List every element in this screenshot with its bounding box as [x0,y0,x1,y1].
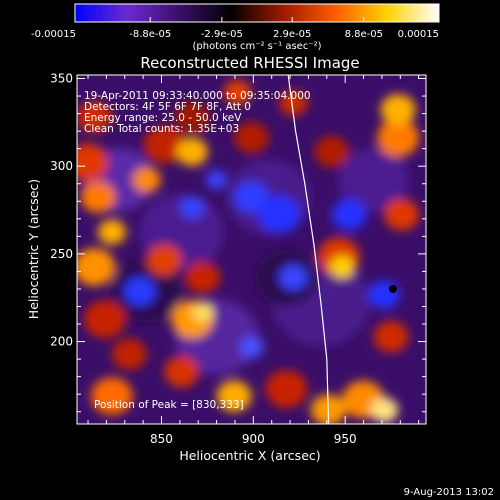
annotation-time-range: 19-Apr-2011 09:33:40.000 to 09:35:04.000 [84,90,311,102]
heatmap-blob [223,79,252,106]
annotations: 19-Apr-2011 09:33:40.000 to 09:35:04.000… [84,90,311,411]
heatmap-blob [368,280,400,310]
annotation-energy: Energy range: 25.0 - 50.0 keV [84,112,242,124]
heatmap-blobs [77,79,420,424]
y-tick-label: 350 [50,72,73,86]
heatmap-blob [77,248,116,286]
peak-dot [388,284,397,293]
x-axis-label: Heliocentric X (arcsec) [179,448,320,463]
heatmap-blob [279,90,308,116]
heatmap-blob [124,277,156,306]
heatmap-blob [330,255,355,278]
heatmap-blob [132,167,161,193]
solar-limb-curve [287,75,330,424]
heatmap-blob [234,122,269,154]
colorbar-tick-label: 2.9e-05 [273,29,311,40]
annotation-detectors: Detectors: 4F 5F 6F 7F 8F, Att 0 [84,101,251,113]
heatmap-blob [331,198,367,231]
y-tick-label: 250 [50,247,73,261]
peak-marker [388,284,397,293]
heatmap-blob [176,137,208,166]
plot-frame [76,74,427,425]
x-tick-label: 950 [334,432,357,446]
heatmap-blob [143,125,186,164]
heatmap-blob [206,170,228,190]
colorbar-ticks: -0.00015 -8.8e-05 -2.9e-05 2.9e-05 8.8e-05 0.… [31,17,440,40]
heatmap-blob [90,377,133,415]
heatmap-blob [185,261,221,294]
x-tick-label: 900 [242,432,265,446]
heatmap-blob [192,302,214,322]
y-tick-label: 300 [50,159,73,173]
heatmap-blob [111,338,147,370]
colorbar-tick-label: -2.9e-05 [201,29,243,40]
axis-ticks: 850 900 950 200 250 300 350 [50,72,426,446]
heatmap-blob [384,198,420,231]
chart-title: Reconstructed RHESSI Image [140,54,359,72]
heatmap-blob [234,181,269,213]
heatmap-blob [279,264,308,290]
colorbar-tick-label: 8.8e-05 [345,29,383,40]
heatmap-blob [265,370,308,408]
annotation-peak: Position of Peak = [830,333] [94,399,244,411]
heatmap-blob [146,244,182,276]
heatmap-blob [370,397,399,423]
heatmap-blob [239,336,264,359]
heatmap-blob [164,355,200,388]
footer-date: 9-Aug-2013 13:02 [404,487,494,498]
colorbar-tick-label: 0.00015 [398,29,439,40]
heatmap-blob [380,94,416,126]
colorbar-gradient [74,3,440,23]
heatmap-blob [377,118,420,157]
heatmap-blob [77,101,112,133]
annotation-clean: Clean Total counts: 1.35E+03 [84,123,239,135]
heatmap-blob [258,195,301,234]
colorbar: -0.00015 -8.8e-05 -2.9e-05 2.9e-05 8.8e-05 0.… [31,3,440,52]
y-tick-label: 200 [50,335,73,349]
y-axis-label: Heliocentric Y (arcsec) [26,179,41,319]
heatmap-blob [179,196,205,219]
heatmap-blob [338,148,409,212]
heatmap-blob [373,321,409,353]
heatmap-blob [83,300,126,339]
heatmap-blob [314,136,350,168]
colorbar-tick-label: -8.8e-05 [129,29,171,40]
plot-area: 850 900 950 200 250 300 350 [50,72,427,446]
heatmap-blob [80,181,116,213]
heatmap-blob [97,219,126,245]
x-tick-label: 850 [150,432,173,446]
heatmap-blob [77,143,109,182]
colorbar-unit-label: (photons cm⁻² s⁻¹ asec⁻²) [192,41,321,52]
colorbar-tick-label: -0.00015 [31,29,76,40]
heatmap-blob [174,101,210,133]
heatmap-blob [216,380,252,412]
